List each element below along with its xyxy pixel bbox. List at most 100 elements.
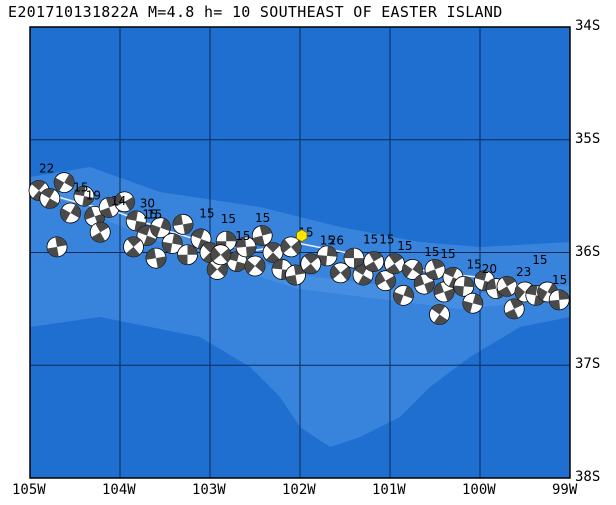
focal-mechanism-quadrant <box>434 282 444 296</box>
focal-mechanism-quadrant <box>125 246 140 257</box>
focal-mechanism-quadrant <box>70 204 81 219</box>
focal-mechanism-quadrant <box>187 244 198 255</box>
focal-mechanism-quadrant <box>207 262 218 277</box>
focal-mechanism-quadrant <box>327 245 337 257</box>
focal-mechanism-quadrant <box>191 229 205 239</box>
focal-mechanism-quadrant <box>137 225 151 236</box>
depth-label: 15 <box>143 208 158 222</box>
depth-label: 15 <box>424 245 439 259</box>
focal-mechanism-icon <box>145 247 167 269</box>
focal-mechanism-quadrant <box>134 220 147 231</box>
depth-label: 15 <box>397 239 412 253</box>
latitude-label: 37S <box>575 356 601 373</box>
focal-mechanism-icon <box>235 236 257 258</box>
focal-mechanism-icon <box>402 259 423 280</box>
map-title: E201710131822A M=4.8 h= 10 SOUTHEAST OF … <box>8 3 503 21</box>
map-border <box>29 26 571 479</box>
focal-mechanism-quadrant <box>340 266 351 281</box>
depth-label: 15 <box>363 232 378 246</box>
focal-mechanism-icon <box>73 185 95 207</box>
focal-mechanism-icon <box>413 273 435 295</box>
longitude-label: 105W <box>12 482 46 498</box>
focal-mechanism-quadrant <box>291 240 301 255</box>
focal-mechanism-icon <box>123 236 144 258</box>
focal-mechanism-quadrant <box>549 299 561 310</box>
focal-mechanism-icon <box>429 304 450 325</box>
focal-mechanism-quadrant <box>234 261 247 272</box>
focal-mechanism-icon <box>424 259 446 280</box>
focal-mechanism-quadrant <box>304 253 319 264</box>
focal-mechanism-quadrant <box>172 233 183 246</box>
focal-mechanism-quadrant <box>74 186 86 197</box>
focal-mechanism-icon <box>150 217 171 239</box>
focal-mechanism-quadrant <box>509 298 524 309</box>
focal-mechanism-quadrant <box>403 285 414 299</box>
depth-label: 15 <box>440 247 455 261</box>
focal-mechanism-icon <box>244 255 266 277</box>
focal-mechanism-quadrant <box>443 267 458 278</box>
focal-mechanism-quadrant <box>425 269 439 280</box>
latitude-label: 35S <box>575 130 601 147</box>
depth-label: 20 <box>482 262 497 276</box>
focal-mechanism-quadrant <box>303 263 318 274</box>
focal-mechanism-icon <box>161 233 183 254</box>
focal-mechanism-quadrant <box>210 247 221 262</box>
focal-mechanism-quadrant <box>124 196 135 211</box>
depth-label-layer: 2215191430151515151515151526151515151515… <box>39 161 567 287</box>
focal-mechanism-quadrant <box>84 207 95 220</box>
focal-mechanism-icon <box>177 244 198 266</box>
focal-mechanism-icon <box>453 275 475 297</box>
depth-label: 26 <box>329 234 344 248</box>
focal-mechanism-quadrant <box>354 265 368 276</box>
focal-mechanism-icon <box>251 225 273 246</box>
focal-mechanism-icon <box>285 264 306 286</box>
focal-mechanism-quadrant <box>265 252 281 263</box>
focal-mechanism-quadrant <box>183 222 193 235</box>
focal-mechanism-quadrant <box>82 196 94 207</box>
focal-mechanism-quadrant <box>252 235 265 246</box>
depth-label: 15 <box>467 257 482 271</box>
focal-mechanism-quadrant <box>386 263 401 274</box>
focal-mechanism-quadrant <box>95 222 109 233</box>
focal-mechanism-quadrant <box>388 253 403 264</box>
focal-mechanism-quadrant <box>537 286 548 301</box>
focal-mechanism-quadrant <box>385 275 396 290</box>
focal-mechanism-icon <box>210 244 232 266</box>
focal-mechanism-icon <box>39 187 61 209</box>
latitude-label: 38S <box>575 469 601 485</box>
focal-mechanism-quadrant <box>162 241 173 254</box>
longitude-label: 103W <box>192 482 226 498</box>
focal-mechanism-icon <box>316 245 338 267</box>
focal-mechanism-quadrant <box>246 245 256 257</box>
focal-mechanism-quadrant <box>91 232 106 243</box>
focal-mechanism-quadrant <box>55 236 67 247</box>
focal-mechanism-icon <box>300 253 322 275</box>
longitude-label: 101W <box>372 482 406 498</box>
focal-mechanism-quadrant <box>259 225 272 236</box>
focal-mechanism-quadrant <box>255 258 265 273</box>
hexagon-star-icon <box>296 229 308 243</box>
depth-label: 15 <box>255 211 270 225</box>
focal-mechanism-quadrant <box>486 278 497 291</box>
focal-mechanism-quadrant <box>317 255 327 266</box>
focal-mechanism-quadrant <box>64 173 75 188</box>
focal-mechanism-quadrant <box>393 291 404 305</box>
graticule-layer <box>29 26 571 479</box>
longitude-label: 102W <box>282 482 316 498</box>
focal-mechanism-quadrant <box>462 300 473 313</box>
focal-mechanism-icon <box>343 247 365 269</box>
focal-mechanism-quadrant <box>330 265 341 280</box>
focal-mechanism-quadrant <box>217 262 228 277</box>
focal-mechanism-quadrant <box>31 180 46 191</box>
focal-mechanism-icon <box>503 298 525 320</box>
focal-mechanism-quadrant <box>412 261 423 276</box>
focal-mechanism-quadrant <box>285 275 298 286</box>
focal-mechanism-icon <box>262 242 284 263</box>
depth-label: 15 <box>73 181 88 195</box>
focal-mechanism-icon <box>172 213 194 235</box>
focal-mechanism-icon <box>53 172 75 193</box>
focal-mechanism-quadrant <box>515 285 525 300</box>
focal-mechanism-layer <box>28 172 570 325</box>
focal-mechanism-quadrant <box>41 188 55 199</box>
